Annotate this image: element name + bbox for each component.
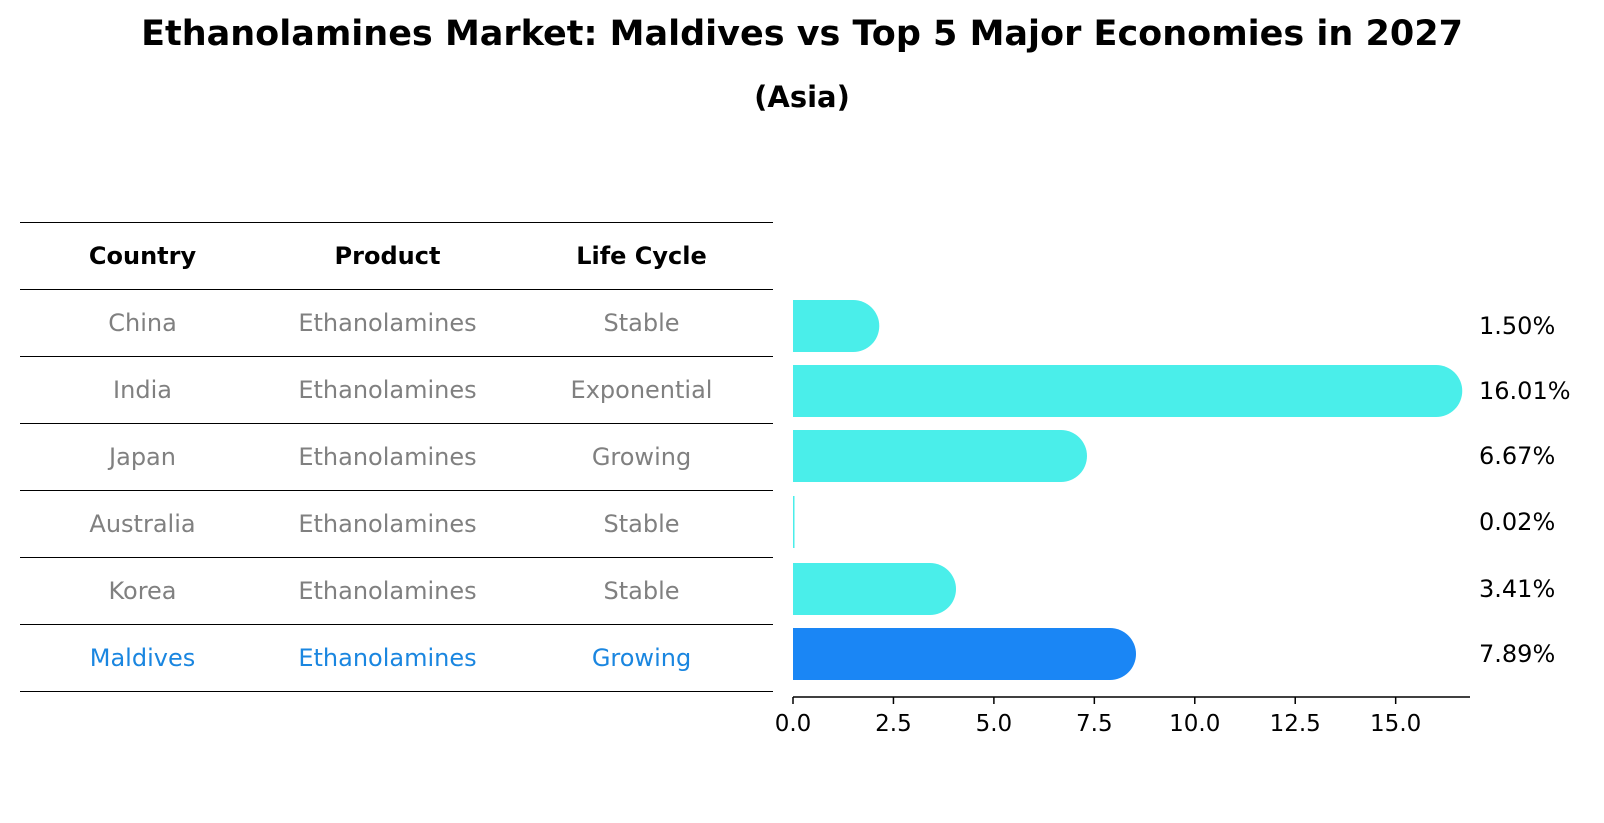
- x-tick-label: 15.0: [1370, 711, 1421, 737]
- x-tick-label: 2.5: [875, 711, 912, 737]
- bar-cap: [827, 300, 880, 352]
- bar-cap: [904, 563, 957, 615]
- cell-product: Ethanolamines: [265, 289, 510, 357]
- x-tick-label: 10.0: [1169, 711, 1220, 737]
- data-label: 3.41%: [1479, 575, 1555, 603]
- bar: [793, 628, 1111, 680]
- cell-country: Maldives: [20, 624, 265, 692]
- data-label: 6.67%: [1479, 442, 1555, 470]
- cell-country: Japan: [20, 423, 265, 491]
- cell-product: Ethanolamines: [265, 624, 510, 692]
- table-row: India Ethanolamines Exponential: [20, 356, 773, 424]
- column-header-product: Product: [265, 222, 510, 290]
- bar-cap: [1410, 365, 1463, 417]
- data-label: 7.89%: [1479, 640, 1555, 668]
- table-row: Korea Ethanolamines Stable: [20, 557, 773, 625]
- bar: [793, 430, 1061, 482]
- data-table: Country Product Life Cycle China Ethanol…: [20, 222, 773, 692]
- bar-cap: [1084, 628, 1137, 680]
- chart-subtitle: (Asia): [754, 80, 850, 114]
- cell-product: Ethanolamines: [265, 423, 510, 491]
- x-tick-label: 12.5: [1270, 711, 1321, 737]
- table-row: Australia Ethanolamines Stable: [20, 490, 773, 558]
- table-header-row: Country Product Life Cycle: [20, 222, 773, 290]
- x-tick-label: 0.0: [775, 711, 812, 737]
- cell-life-cycle: Stable: [510, 289, 773, 357]
- table-row: China Ethanolamines Stable: [20, 289, 773, 357]
- cell-life-cycle: Growing: [510, 423, 773, 491]
- data-label: 1.50%: [1479, 312, 1555, 340]
- column-header-life-cycle: Life Cycle: [510, 222, 773, 290]
- data-label: 16.01%: [1479, 377, 1571, 405]
- cell-product: Ethanolamines: [265, 490, 510, 558]
- bar: [793, 365, 1437, 417]
- cell-country: India: [20, 356, 265, 424]
- cell-life-cycle: Stable: [510, 490, 773, 558]
- cell-product: Ethanolamines: [265, 557, 510, 625]
- cell-life-cycle: Exponential: [510, 356, 773, 424]
- cell-country: Korea: [20, 557, 265, 625]
- cell-life-cycle: Stable: [510, 557, 773, 625]
- cell-country: Australia: [20, 490, 265, 558]
- cell-life-cycle: Growing: [510, 624, 773, 692]
- x-tick-label: 7.5: [1076, 711, 1113, 737]
- bar: [793, 496, 795, 548]
- chart-title: Ethanolamines Market: Maldives vs Top 5 …: [141, 14, 1463, 54]
- table-row-highlighted: Maldives Ethanolamines Growing: [20, 624, 773, 692]
- table-row: Japan Ethanolamines Growing: [20, 423, 773, 491]
- data-label: 0.02%: [1479, 508, 1555, 536]
- cell-country: China: [20, 289, 265, 357]
- x-tick-label: 5.0: [976, 711, 1013, 737]
- cell-product: Ethanolamines: [265, 356, 510, 424]
- column-header-country: Country: [20, 222, 265, 290]
- bar-cap: [1034, 430, 1087, 482]
